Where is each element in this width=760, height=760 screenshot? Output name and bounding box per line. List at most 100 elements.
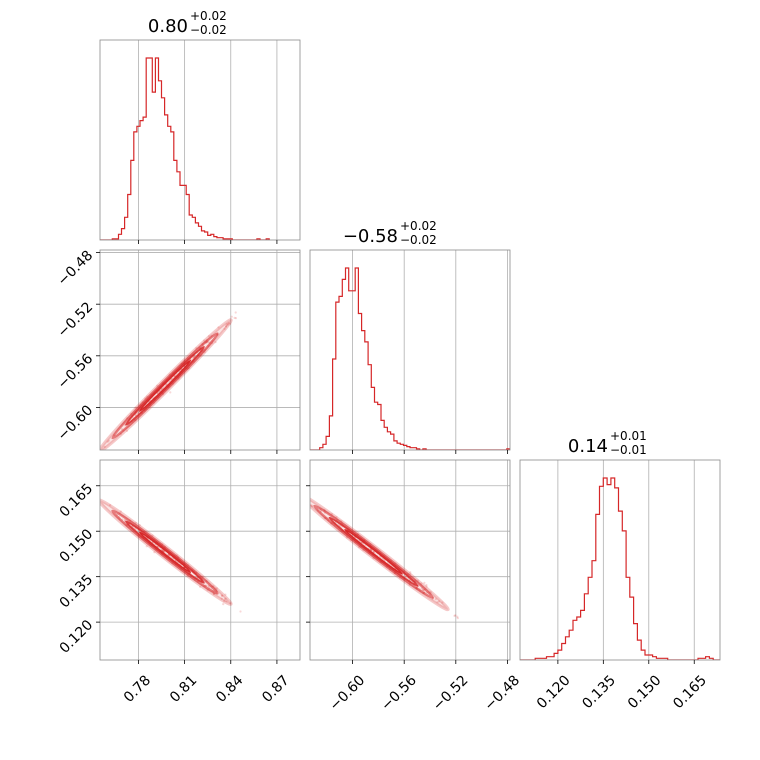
panel-content <box>95 496 242 613</box>
y-tick-label: 0.120 <box>57 617 97 657</box>
contour-level <box>125 345 205 426</box>
contour-level <box>100 318 233 450</box>
sample-point <box>300 493 302 495</box>
joint-panel-0-2: 0.78 0.81 0.84 0.87 0.120 0.135 0.150 0.165 <box>57 459 301 706</box>
contour-level <box>125 520 205 584</box>
sample-point <box>223 327 226 330</box>
histogram-panel-1 <box>309 249 511 454</box>
panel-frame <box>519 459 721 661</box>
sample-point <box>103 445 106 448</box>
sample-point <box>136 411 139 414</box>
sample-point <box>217 326 220 329</box>
panel-frame <box>309 249 511 451</box>
title-plus: +0.02 <box>400 219 437 233</box>
x-tick-label: 0.84 <box>213 672 246 705</box>
sample-point <box>225 324 228 327</box>
sample-point <box>119 510 122 513</box>
sample-point <box>165 383 168 386</box>
sample-point <box>225 600 228 603</box>
panel-grid <box>310 460 510 660</box>
x-tick-label: 0.81 <box>167 672 200 705</box>
panel-title: 0.80 +0.02−0.02 <box>148 9 227 37</box>
histogram-panel-2: 0.120 0.135 0.150 0.165 <box>519 459 721 712</box>
x-tick-label: 0.150 <box>625 672 665 712</box>
sample-point <box>306 498 308 500</box>
sample-point <box>453 614 456 618</box>
density-contours <box>100 318 233 450</box>
title-median: −0.58 <box>343 226 398 247</box>
sample-point <box>92 451 94 453</box>
sample-point <box>158 390 161 393</box>
sample-point <box>409 571 412 574</box>
sample-point <box>109 504 112 507</box>
title-minus: −0.02 <box>400 233 437 247</box>
sample-point <box>215 587 218 590</box>
panel-grid <box>138 40 278 240</box>
x-tick-label: −0.60 <box>327 672 369 714</box>
sample-point <box>225 323 228 326</box>
panel-grid <box>557 460 695 660</box>
sample-point <box>224 597 227 600</box>
y-tick-label: −0.56 <box>55 351 97 393</box>
sample-point <box>239 610 242 613</box>
x-tick-label: 0.78 <box>121 672 154 705</box>
sample-point <box>223 599 226 603</box>
sample-point <box>153 551 156 554</box>
histogram-line <box>100 57 270 240</box>
title-plus: +0.02 <box>190 9 227 23</box>
title-median: 0.80 <box>148 16 188 37</box>
panel-content <box>100 57 270 240</box>
sample-point <box>95 496 97 498</box>
x-tick-label: 0.165 <box>670 672 710 712</box>
panel-title: −0.58 +0.02−0.02 <box>343 219 437 247</box>
sample-point <box>233 316 236 319</box>
sample-point <box>425 583 428 587</box>
x-tick-label: 0.135 <box>579 672 619 712</box>
sample-point <box>222 603 225 606</box>
sample-point <box>224 593 227 596</box>
sample-point <box>230 315 233 318</box>
sample-point <box>456 617 459 620</box>
sample-point <box>227 322 230 325</box>
sample-point <box>225 325 228 328</box>
y-tick-label: 0.165 <box>57 481 97 521</box>
histogram-line <box>310 267 510 450</box>
panel-frame <box>99 459 301 661</box>
sample-point <box>434 598 437 601</box>
sample-point <box>220 597 223 600</box>
contour-level <box>138 359 192 412</box>
x-tick-label: −0.56 <box>378 672 420 714</box>
sample-point <box>223 598 226 601</box>
contour-level <box>344 528 403 575</box>
panel-content <box>520 477 720 660</box>
sample-point <box>310 504 313 507</box>
sample-point <box>203 339 206 342</box>
density-contours <box>310 492 450 612</box>
y-tick-label: −0.52 <box>55 299 97 341</box>
sample-point <box>441 601 444 604</box>
sample-point <box>456 615 459 618</box>
sample-point <box>228 322 231 325</box>
sample-point <box>207 335 211 338</box>
y-tick-label: −0.48 <box>55 248 97 290</box>
contour-level <box>111 509 219 595</box>
histogram-panel-0 <box>99 39 301 244</box>
sample-point <box>438 600 441 603</box>
sample-point <box>169 391 172 394</box>
sample-point <box>227 323 230 326</box>
sample-point <box>221 594 224 597</box>
sample-point <box>97 453 99 455</box>
panel-frame <box>99 249 301 451</box>
joint-panel-0-1: −0.60 −0.56 −0.52 −0.48 <box>55 248 301 455</box>
x-tick-label: 0.87 <box>259 672 292 705</box>
panel-content <box>310 267 510 450</box>
x-tick-label: −0.52 <box>430 672 472 714</box>
contour-level <box>310 492 450 612</box>
sample-point <box>229 602 232 605</box>
contour-level <box>111 332 219 440</box>
title-median: 0.14 <box>568 436 608 457</box>
contour-level <box>138 531 192 573</box>
panel-grid <box>352 250 508 450</box>
panel-content <box>92 311 237 455</box>
